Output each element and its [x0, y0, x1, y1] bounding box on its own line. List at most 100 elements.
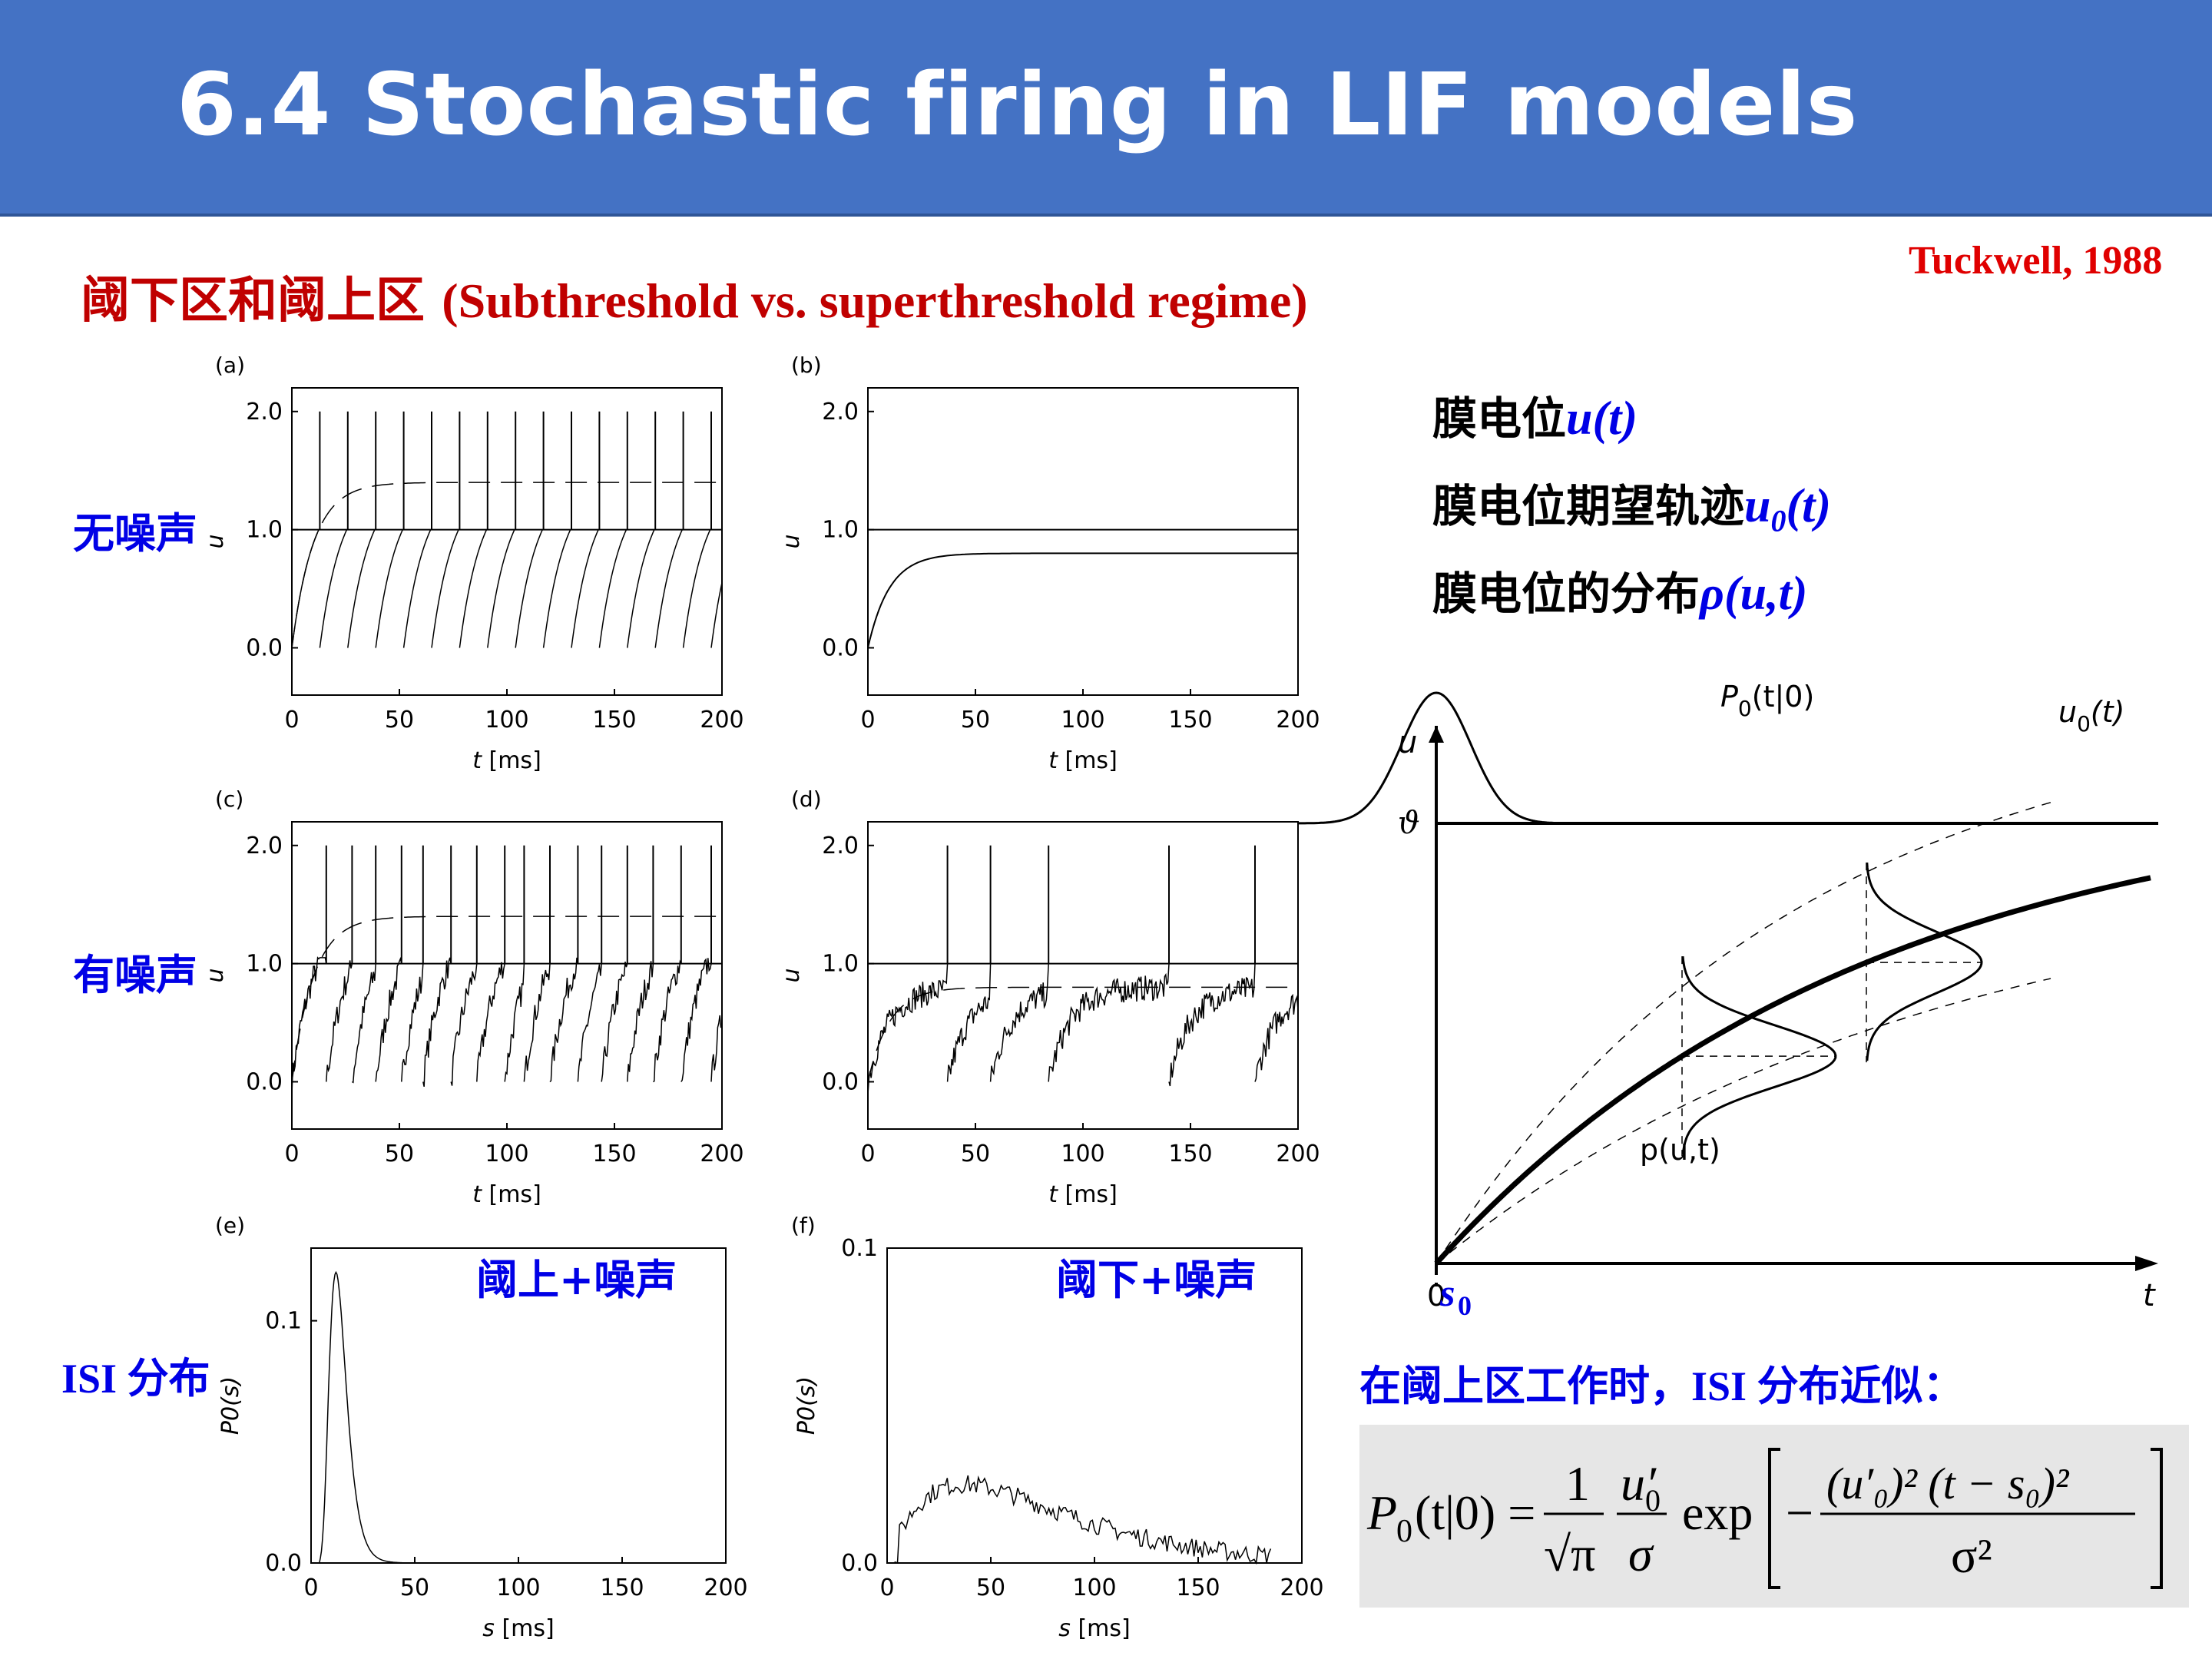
panel-d-ylabel: u — [778, 968, 805, 982]
panel-b-ytick-label: 2.0 — [822, 399, 859, 426]
legend-distribution: 膜电位的分布ρ(u,t) — [1432, 558, 1807, 622]
panel-e-xtick-label: 150 — [600, 1575, 644, 1601]
panel-c-ytick-label: 2.0 — [246, 833, 283, 859]
panel-e-ylabel: P0(s) — [217, 1376, 244, 1435]
panel-b-xtick-label: 150 — [1168, 707, 1212, 733]
panel-b-ylabel: u — [778, 534, 805, 548]
row-label-with-noise: 有噪声 — [73, 951, 197, 999]
schematic-theta-label: ϑ — [1398, 806, 1420, 841]
formula-lhs-sub: 0 — [1396, 1514, 1412, 1549]
panel-b-xtick-label: 200 — [1276, 707, 1320, 733]
schematic-u0-label: u0(t) — [2058, 695, 2124, 737]
panel-d-xlabel: t [ms] — [1048, 1181, 1118, 1208]
citation: Tuckwell, 1988 — [1909, 239, 2163, 283]
schematic-trajectory-bound — [1435, 802, 2051, 1264]
subtitle-cn: 阈下区和阈上区 — [81, 273, 442, 329]
formula-frac2-den: σ — [1628, 1527, 1654, 1581]
panel-d-xtick-label: 0 — [860, 1141, 875, 1167]
panel-c-ytick-label: 1.0 — [246, 951, 283, 978]
panel-a-xtick-label: 50 — [385, 707, 414, 733]
legend-line3-sym: ρ(u,t) — [1700, 568, 1808, 620]
panel-a-ytick-label: 2.0 — [246, 399, 283, 426]
legend-line1-sym: u(t) — [1566, 392, 1638, 445]
panel-c-membrane-trace — [291, 956, 723, 1095]
panel-c-xtick-label: 100 — [485, 1141, 528, 1167]
schematic-s0-sub: 0 — [1458, 1290, 1472, 1321]
schematic-t-arrow — [2135, 1256, 2158, 1271]
panel-d-xtick-label: 200 — [1276, 1141, 1320, 1167]
legend-expected-trajectory: 膜电位期望轨迹u0(t) — [1432, 470, 1831, 539]
panel-b-xlabel: t [ms] — [1048, 747, 1118, 774]
panel-d-ytick-label: 0.0 — [822, 1068, 859, 1095]
schematic-u-arrow — [1429, 726, 1444, 743]
isi-formula: P 0 (t|0) = 1 √π u′ 0 σ exp − (u′₀)² (t … — [1366, 1448, 2163, 1589]
panel-f-overlay-label: 阈下+噪声 — [1056, 1256, 1257, 1304]
panel-d-frame — [867, 821, 1299, 1130]
panel-b-xtick-label: 50 — [961, 707, 990, 733]
legend-line2-sym-sub: 0 — [1770, 503, 1786, 538]
panel-b-chart: (b) 0 50 100 150 200 0.0 1.0 2.0 t [ms] u — [778, 353, 1320, 774]
panel-c-xtick-label: 150 — [592, 1141, 636, 1167]
formula-frac2-num-sub: 0 — [1645, 1483, 1661, 1518]
schematic-expected-trajectory — [1434, 875, 2151, 1266]
isi-approx-note: 在阈上区工作时，ISI 分布近似： — [1359, 1352, 1965, 1412]
schematic-firing-density-curve — [1298, 691, 1575, 825]
panel-c-frame — [291, 821, 723, 1130]
panel-a-letter: (a) — [215, 353, 245, 378]
panel-d-expected-trajectory — [867, 986, 1298, 1082]
panel-e-xtick-label: 200 — [704, 1575, 747, 1601]
formula-frac1-den: √π — [1544, 1527, 1595, 1581]
panel-e-overlay-label: 阈上+噪声 — [476, 1256, 677, 1304]
panel-d-ytick-label: 2.0 — [822, 833, 859, 859]
panel-a-ytick-label: 0.0 — [246, 634, 283, 661]
panel-c-xtick-label: 200 — [700, 1141, 743, 1167]
panel-c-expected-trajectory — [291, 916, 722, 1082]
lif-schematic-diagram: uϑ0 ts 0P0(t|0) u0(t)p(u,t) — [1298, 680, 2158, 1321]
panel-b-frame — [867, 387, 1299, 696]
panel-b-letter: (b) — [791, 353, 822, 378]
row-label-no-noise: 无噪声 — [73, 509, 197, 558]
panel-c-letter: (c) — [215, 786, 243, 812]
panel-f-xtick-label: 200 — [1280, 1575, 1323, 1601]
panel-b-membrane-trace — [867, 552, 1298, 648]
slide-title: 6.4 Stochastic firing in LIF models — [177, 55, 1859, 155]
panel-a-ylabel: u — [202, 534, 229, 548]
panel-f-xtick-label: 50 — [976, 1575, 1005, 1601]
row-label-isi: ISI 分布 — [61, 1344, 210, 1405]
panel-a-xtick-label: 150 — [592, 707, 636, 733]
panel-f-letter: (f) — [791, 1213, 816, 1238]
panel-f-xtick-label: 100 — [1072, 1575, 1116, 1601]
panel-e-ytick-label: 0.1 — [265, 1308, 302, 1335]
panel-c-chart: (c) 0 50 100 150 200 0.0 1.0 2.0 t [ms] u — [202, 786, 744, 1208]
panel-f-xtick-label: 0 — [879, 1575, 894, 1601]
panel-e-xtick-label: 100 — [496, 1575, 540, 1601]
panel-e-xtick-label: 0 — [303, 1575, 318, 1601]
row-label-isi-en: ISI — [61, 1356, 127, 1402]
panel-e-letter: (e) — [215, 1213, 245, 1238]
panel-d-xtick-label: 150 — [1168, 1141, 1212, 1167]
panel-d-xtick-label: 50 — [961, 1141, 990, 1167]
legend-line2-text: 膜电位期望轨迹 — [1432, 480, 1745, 532]
note-part1: 在阈上区工作时， — [1359, 1362, 1691, 1410]
schematic-density-early — [1681, 955, 1837, 1155]
row-label-isi-cn: 分布 — [127, 1354, 210, 1402]
panel-f-xtick-label: 150 — [1176, 1575, 1220, 1601]
panel-a-chart: (a) 0 50 100 150 200 0.0 1.0 2.0 t [ms] u — [202, 353, 744, 774]
panel-a-ytick-label: 1.0 — [246, 517, 283, 544]
panel-a-xtick-label: 0 — [284, 707, 299, 733]
schematic-trajectory-bound — [1435, 978, 2051, 1264]
formula-minus: − — [1786, 1485, 1813, 1540]
panel-d-chart: (d) 0 50 100 150 200 0.0 1.0 2.0 t [ms] u — [778, 786, 1320, 1208]
panel-b-ytick-label: 0.0 — [822, 634, 859, 661]
panel-a-xtick-label: 200 — [700, 707, 743, 733]
panel-a-frame — [291, 387, 723, 696]
panel-c-xtick-label: 50 — [385, 1141, 414, 1167]
schematic-t-label: t — [2143, 1278, 2156, 1313]
panel-e-chart: (e) 0 50 100 150 200 0.0 0.1 s [ms] P0(s) 阈上+噪声 — [215, 1213, 748, 1642]
panel-f-xlabel: s [ms] — [1058, 1615, 1130, 1642]
legend-line2-sym-base: u — [1744, 480, 1771, 532]
legend-membrane-potential: 膜电位u(t) — [1432, 382, 1637, 447]
panel-e-xlabel: s [ms] — [482, 1615, 554, 1642]
panel-c-ytick-label: 0.0 — [246, 1068, 283, 1095]
subtitle: 阈下区和阈上区 (Subthreshold vs. superthreshold… — [81, 261, 1308, 332]
